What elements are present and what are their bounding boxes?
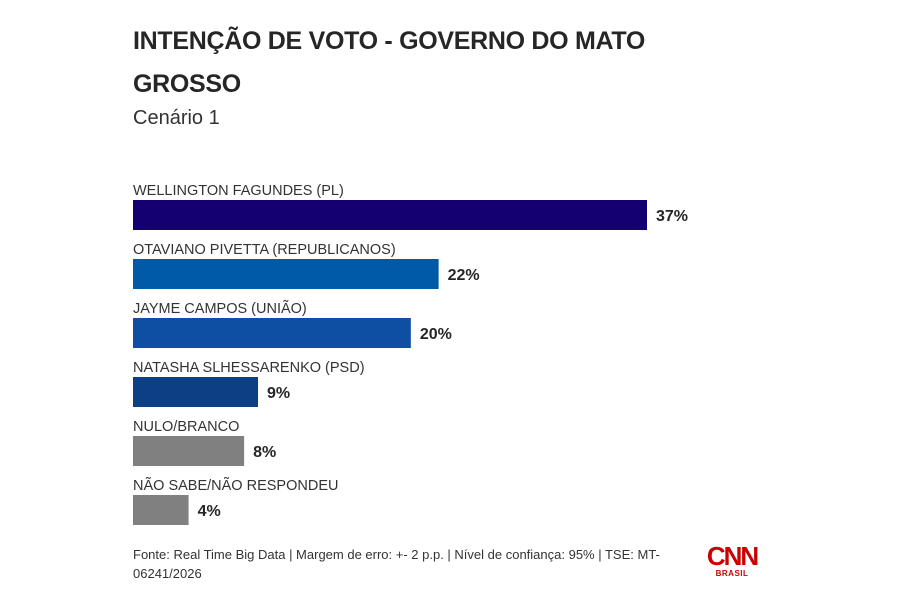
- data-label: 37%: [656, 208, 688, 225]
- bar: [133, 377, 259, 407]
- logo-subtext: BRASIL: [715, 569, 749, 578]
- bar: [133, 318, 411, 348]
- cnn-brasil-logo: CNN BRASIL: [706, 541, 759, 578]
- logo-text: CNN: [706, 541, 759, 571]
- data-label: 20%: [420, 326, 452, 343]
- category-label: OTAVIANO PIVETTA (REPUBLICANOS): [133, 242, 396, 258]
- data-label: 9%: [267, 385, 290, 402]
- category-label: NÃO SABE/NÃO RESPONDEU: [133, 477, 338, 494]
- category-label: JAYME CAMPOS (UNIÃO): [133, 300, 307, 317]
- bar: [133, 436, 245, 466]
- chart-title: INTENÇÃO DE VOTO - GOVERNO DO MATO GROSS…: [133, 27, 646, 98]
- data-label: 22%: [448, 267, 480, 284]
- data-label: 4%: [198, 503, 221, 520]
- data-label: 8%: [253, 444, 276, 461]
- source-note: Fonte: Real Time Big Data | Margem de er…: [133, 547, 660, 581]
- bar: [133, 495, 189, 525]
- bar-chart: WELLINGTON FAGUNDES (PL) 37% OTAVIANO PIVE…: [133, 183, 688, 525]
- category-label: NULO/BRANCO: [133, 419, 239, 435]
- category-label: NATASHA SLHESSARENKO (PSD): [133, 360, 365, 376]
- category-label: WELLINGTON FAGUNDES (PL): [133, 183, 344, 199]
- bar: [133, 200, 647, 230]
- bar: [133, 259, 439, 289]
- chart-subtitle: Cenário 1: [133, 107, 220, 129]
